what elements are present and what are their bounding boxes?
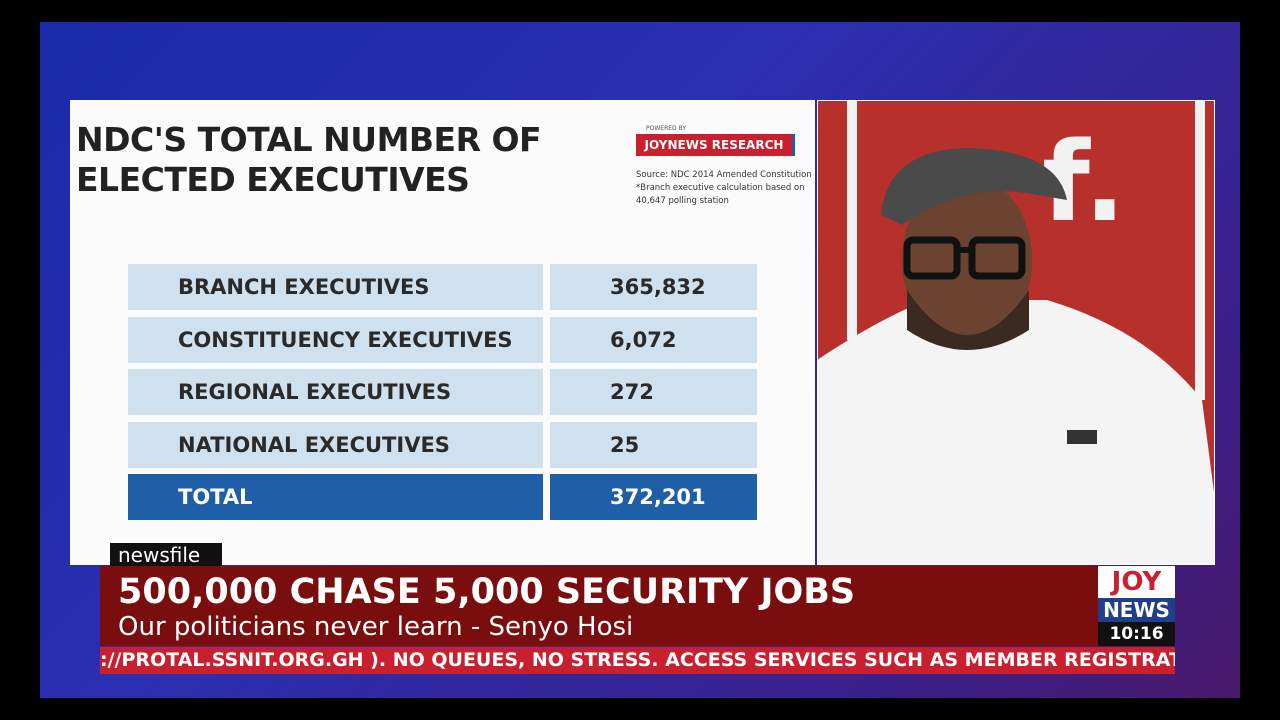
source-line: 40,647 polling station xyxy=(636,196,729,206)
source: Source: NDC 2014 Amended Constitution *B… xyxy=(636,169,812,208)
value-cell: 25 xyxy=(550,421,757,468)
headline-banner: 500,000 CHASE 5,000 SECURITY JOBS Our po… xyxy=(100,566,1098,646)
headline: 500,000 CHASE 5,000 SECURITY JOBS xyxy=(118,572,856,612)
clock: 10:16 xyxy=(1098,622,1175,646)
studio-photo: f. xyxy=(817,100,1215,565)
label-cell: BRANCH EXECUTIVES xyxy=(128,264,543,310)
brand: JOYNEWS RESEARCH xyxy=(636,134,795,156)
slide: NDC'S TOTAL NUMBER OF ELECTED EXECUTIVES… xyxy=(70,100,815,565)
value-cell: 372,201 xyxy=(550,474,757,520)
logo-joy: JOY xyxy=(1098,566,1175,598)
value-cell: 365,832 xyxy=(550,264,757,310)
logo: JOY NEWS 10:16 xyxy=(1098,566,1175,646)
label-cell: REGIONAL EXECUTIVES xyxy=(128,369,543,415)
ticker: ://PROTAL.SSNIT.ORG.GH ). NO QUEUES, NO … xyxy=(100,647,1175,674)
label-cell: NATIONAL EXECUTIVES xyxy=(128,421,543,468)
logo-news: NEWS xyxy=(1098,598,1175,622)
label-cell: TOTAL xyxy=(128,474,543,520)
slide-title: NDC'S TOTAL NUMBER OF ELECTED EXECUTIVES xyxy=(76,120,542,199)
source-line: Source: NDC 2014 Amended Constitution xyxy=(636,170,812,180)
label-cell: CONSTITUENCY EXECUTIVES xyxy=(128,316,543,363)
show-name: newsfile xyxy=(110,543,222,567)
value-cell: 6,072 xyxy=(550,316,757,363)
subheadline: Our politicians never learn - Senyo Hosi xyxy=(118,612,634,642)
value-cell: 272 xyxy=(550,369,757,415)
powered-by: POWERED BY xyxy=(646,125,687,132)
source-line: *Branch executive calculation based on xyxy=(636,183,805,193)
